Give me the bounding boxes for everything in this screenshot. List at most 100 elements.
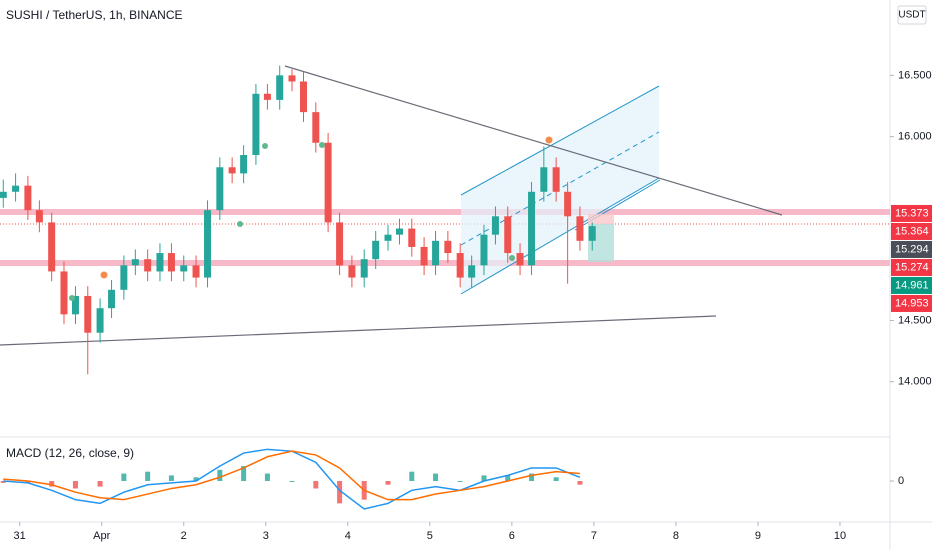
candle-body	[564, 191, 572, 217]
price-label: 15.294	[895, 243, 929, 255]
signal-dot	[237, 221, 243, 227]
candle-body	[395, 228, 403, 235]
signal-dot	[100, 271, 108, 279]
macd-histogram-bar	[193, 477, 199, 481]
candle-body	[491, 216, 499, 235]
macd-histogram-bar	[0, 481, 6, 483]
macd-histogram-bar	[457, 481, 463, 482]
candle-body	[552, 167, 560, 192]
macd-histogram-bar	[168, 475, 174, 481]
currency-box[interactable]	[897, 5, 927, 25]
macd-histogram-bar	[72, 481, 78, 489]
candle-body	[263, 93, 271, 100]
x-tick-label: 3	[263, 530, 269, 542]
macd-histogram-bar	[289, 481, 295, 482]
candle-body	[372, 240, 380, 260]
macd-histogram-bar	[481, 475, 487, 481]
macd-histogram-bar	[385, 481, 391, 485]
x-tick-label: 7	[591, 530, 597, 542]
trend-line-down	[284, 65, 783, 216]
candle-body	[192, 265, 200, 278]
candle-body	[120, 265, 128, 290]
candle-body	[12, 185, 20, 192]
candle-body	[480, 234, 488, 266]
macd-histogram-bar	[433, 473, 439, 481]
symbol-title: SUSHI / TetherUS, 1h, BINANCE	[6, 8, 183, 22]
candle-body	[336, 222, 344, 266]
candle-body	[84, 295, 92, 333]
channel-top	[460, 85, 660, 196]
candle-body	[144, 259, 152, 272]
x-tick-label: 10	[834, 530, 846, 542]
candle-body	[35, 210, 43, 223]
signal-dot	[69, 295, 75, 301]
candle-body	[588, 226, 596, 241]
macd-histogram-bar	[97, 481, 103, 487]
candle-body	[228, 167, 236, 174]
candle-body	[540, 167, 548, 192]
signal-dot	[509, 255, 515, 261]
candle-body	[276, 75, 284, 100]
candle-body	[204, 210, 212, 278]
candle-body	[504, 216, 512, 254]
candle-body	[240, 155, 248, 174]
price-label: 15.373	[895, 207, 929, 219]
currency[interactable]: USDT	[898, 10, 925, 21]
candle-body	[360, 259, 368, 278]
candle-body	[300, 81, 308, 113]
candle-body	[108, 289, 116, 309]
x-tick-label: 31	[14, 530, 26, 542]
x-tick-label: 8	[673, 530, 679, 542]
candle-body	[408, 228, 416, 247]
candle-body	[468, 265, 476, 278]
macd-histogram-bar	[577, 481, 583, 485]
candle-body	[60, 271, 68, 315]
y-tick-label: 14.000	[898, 376, 932, 388]
channel-bottom	[460, 177, 660, 295]
candle-body	[420, 246, 428, 266]
macd-histogram-bar	[553, 477, 559, 481]
candle-body	[216, 167, 224, 211]
resistance-zone	[0, 209, 890, 215]
candles	[0, 65, 596, 375]
candle-body	[432, 240, 440, 266]
candle-body	[324, 142, 332, 223]
price-label: 15.364	[895, 225, 929, 237]
price-label-box	[891, 276, 932, 294]
candle-body	[180, 265, 188, 272]
candle-body	[288, 75, 296, 82]
y-tick-label: 16.500	[898, 69, 932, 81]
candle-body	[71, 295, 79, 315]
signal-dot	[262, 143, 268, 149]
candle-body	[456, 253, 464, 278]
candle-body	[348, 265, 356, 278]
macd-histogram-bar	[264, 473, 270, 481]
macd-histogram-bar	[529, 473, 535, 481]
candle-body	[516, 253, 524, 266]
candle-body	[96, 308, 104, 333]
macd-histogram-bar	[49, 481, 55, 487]
trend-line-support	[0, 315, 717, 346]
y-tick-label: 16.000	[898, 131, 932, 143]
x-tick-label: 4	[345, 530, 351, 542]
price-label-box	[891, 222, 932, 240]
price-label-box	[891, 294, 932, 312]
candle-body	[0, 191, 7, 198]
candle-body	[167, 253, 175, 272]
price-label: 14.953	[895, 297, 929, 309]
price-label: 15.274	[895, 261, 929, 273]
macd-histogram-bar	[25, 481, 31, 483]
macd-histogram-bar	[217, 469, 223, 481]
candle-body	[131, 259, 139, 266]
price-label: 14.961	[895, 279, 929, 291]
macd-histogram-bar	[121, 473, 127, 481]
price-label-box	[891, 240, 932, 258]
candle-body	[528, 191, 536, 266]
x-tick-label: Apr	[93, 530, 110, 542]
candle-body	[576, 216, 584, 241]
macd-y-tick-label: 0	[898, 475, 904, 487]
x-tick-label: 6	[509, 530, 515, 542]
macd-histogram-bar	[313, 481, 319, 489]
